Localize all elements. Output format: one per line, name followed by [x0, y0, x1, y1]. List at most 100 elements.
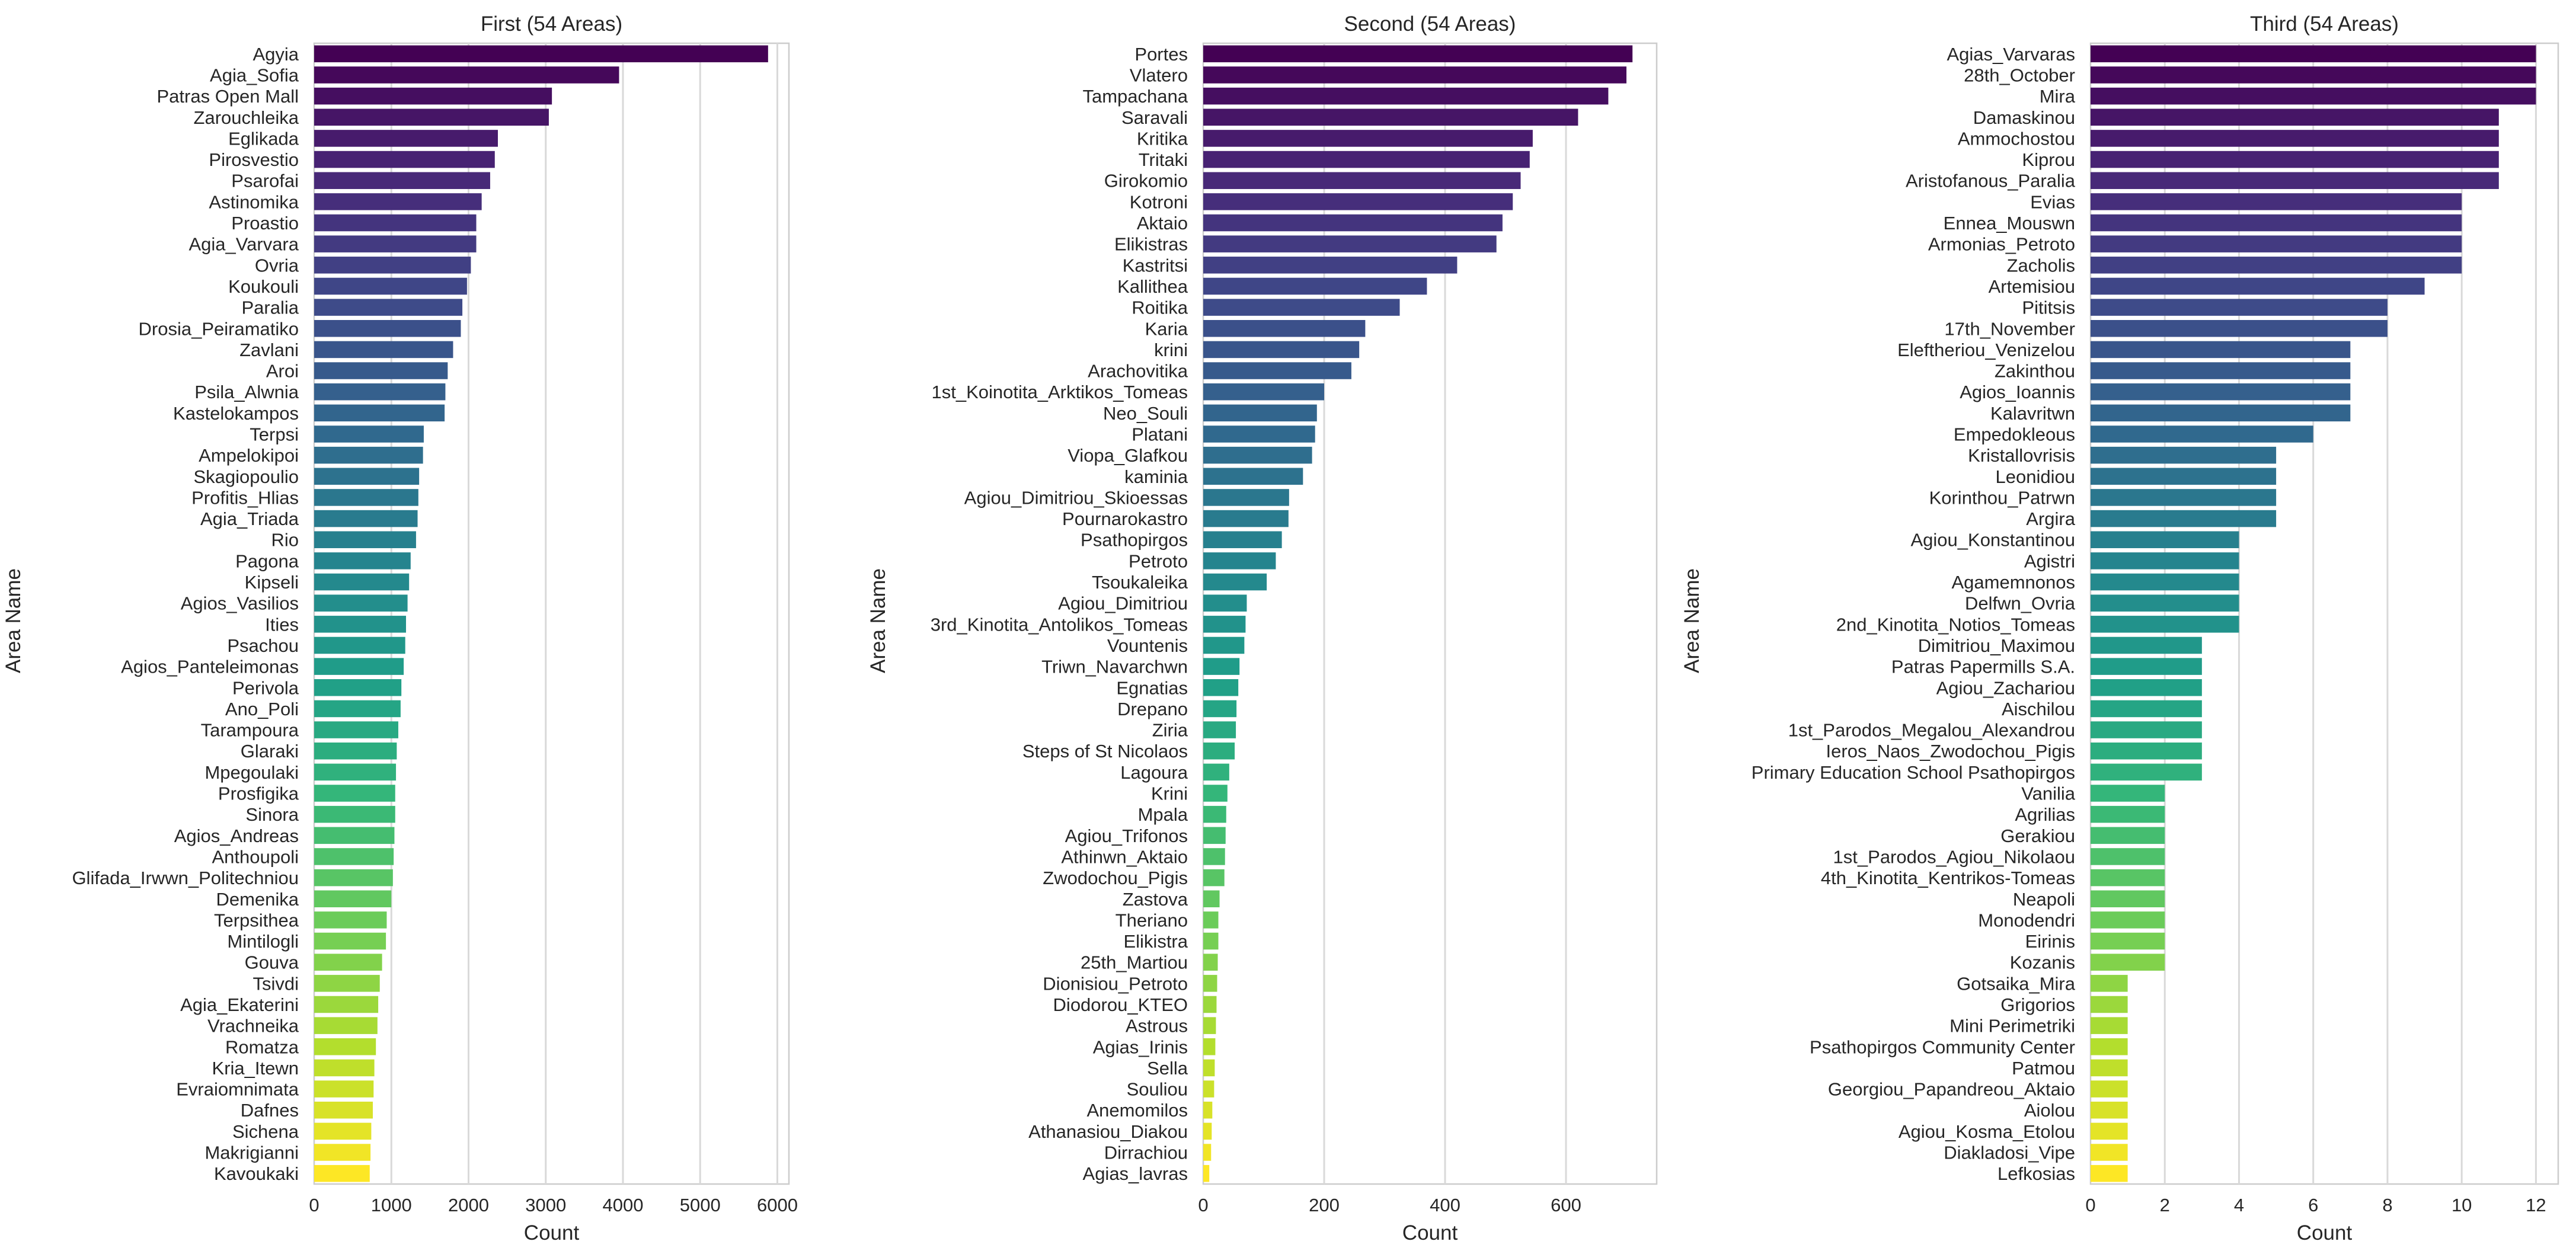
area-label: Terpsithea	[214, 910, 299, 930]
bar	[314, 257, 471, 274]
bar	[2091, 700, 2202, 718]
y-axis-title: Area Name	[2, 568, 25, 673]
area-label: Psathopirgos	[1081, 530, 1188, 551]
bar	[2091, 890, 2165, 908]
bar	[2091, 552, 2239, 569]
area-label: Mpegoulaki	[204, 762, 299, 783]
bar	[314, 636, 405, 654]
area-label: Empedokleous	[1954, 424, 2075, 444]
bar	[1203, 700, 1237, 718]
area-label: Zarouchleika	[194, 107, 299, 128]
bar	[1203, 172, 1521, 189]
area-label: Kipseli	[245, 572, 299, 593]
bar	[314, 468, 420, 485]
bar	[1203, 636, 1245, 654]
bar	[314, 616, 406, 633]
bar	[2091, 214, 2462, 232]
bar	[2091, 1080, 2128, 1098]
bar	[2091, 954, 2165, 971]
bar	[2091, 446, 2277, 464]
x-tick-label: 2	[2160, 1195, 2170, 1215]
bar	[1203, 954, 1218, 971]
bar	[2091, 975, 2128, 992]
area-label: Astinomika	[209, 191, 299, 212]
area-label: Sichena	[232, 1121, 299, 1142]
x-axis-title: Count	[1402, 1221, 1458, 1244]
area-label: Agamemnonos	[1951, 572, 2075, 593]
area-label: Gotsaika_Mira	[1957, 973, 2076, 994]
bar	[2091, 1122, 2128, 1140]
bar	[314, 1059, 375, 1077]
bar	[314, 763, 397, 781]
bar	[2091, 805, 2165, 823]
bar	[2091, 1164, 2128, 1182]
area-label: Ano_Poli	[225, 699, 299, 719]
bar	[314, 1101, 373, 1119]
area-label: Rio	[271, 530, 299, 551]
area-label: 17th_November	[1944, 318, 2075, 339]
panel-title: Second (54 Areas)	[1344, 12, 1516, 36]
area-label: Agiou_Zachariou	[1936, 677, 2075, 698]
area-label: Krini	[1151, 783, 1188, 804]
area-label: Argira	[2026, 508, 2075, 529]
bar	[1203, 319, 1366, 337]
bar	[1203, 975, 1217, 992]
bar	[1203, 383, 1324, 401]
area-label: Agias_Varvaras	[1947, 44, 2075, 65]
area-label: Tsoukaleika	[1092, 572, 1188, 593]
area-label: Profitis_Hlias	[191, 487, 299, 508]
x-tick-label: 5000	[680, 1195, 721, 1215]
bar	[2091, 721, 2202, 738]
area-label: Ennea_Mouswn	[1944, 213, 2075, 233]
bar	[1203, 827, 1226, 844]
area-label: Portes	[1134, 44, 1188, 65]
area-label: Lagoura	[1120, 762, 1188, 783]
area-label: Triwn_Navarchwn	[1041, 657, 1188, 677]
bar	[314, 890, 392, 908]
bar	[2091, 573, 2239, 591]
area-label: Vlatero	[1130, 65, 1188, 85]
area-label: 3rd_Kinotita_Antolikos_Tomeas	[931, 614, 1188, 635]
area-label: Ammochostou	[1958, 128, 2075, 149]
area-label: Paralia	[242, 297, 299, 318]
area-label: Aroi	[266, 361, 299, 382]
bar	[1203, 1101, 1213, 1119]
area-label: Anthoupoli	[212, 846, 299, 867]
area-label: Pagona	[235, 551, 299, 571]
bar	[314, 172, 490, 189]
bar	[2091, 996, 2128, 1013]
bar	[314, 679, 402, 696]
area-label: Mira	[2040, 86, 2076, 107]
bar	[314, 827, 395, 844]
bar	[314, 193, 482, 210]
area-label: Roitika	[1132, 297, 1188, 318]
bar	[1203, 573, 1267, 591]
plot-area-2	[1202, 42, 1658, 1185]
bar	[1203, 1164, 1210, 1182]
area-label: Zavlani	[239, 340, 299, 360]
bar	[1203, 721, 1236, 738]
area-label: Patras Open Mall	[157, 86, 299, 107]
area-label: Damaskinou	[1973, 107, 2075, 128]
bar	[1203, 679, 1239, 696]
area-label: Vountenis	[1107, 635, 1188, 656]
bar	[1203, 616, 1246, 633]
area-label: Drepano	[1117, 699, 1188, 719]
area-label: Mintilogli	[227, 931, 299, 952]
area-label: Arachovitika	[1088, 361, 1188, 382]
bar	[2091, 362, 2351, 379]
bar	[1203, 785, 1228, 802]
area-label: Demenika	[216, 889, 299, 910]
area-label: kaminia	[1124, 466, 1188, 487]
area-label: Dionisiou_Petroto	[1043, 973, 1188, 994]
bar	[314, 383, 446, 401]
area-label: Tarampoura	[201, 720, 299, 741]
area-label: Agistri	[2024, 551, 2075, 571]
bar	[1203, 468, 1303, 485]
area-label: Glifada_Irwwn_Politechniou	[72, 868, 299, 888]
bar	[314, 87, 552, 105]
area-label: Vrachneika	[207, 1016, 299, 1036]
area-label: Ieros_Naos_Zwodochou_Pigis	[1826, 741, 2075, 762]
